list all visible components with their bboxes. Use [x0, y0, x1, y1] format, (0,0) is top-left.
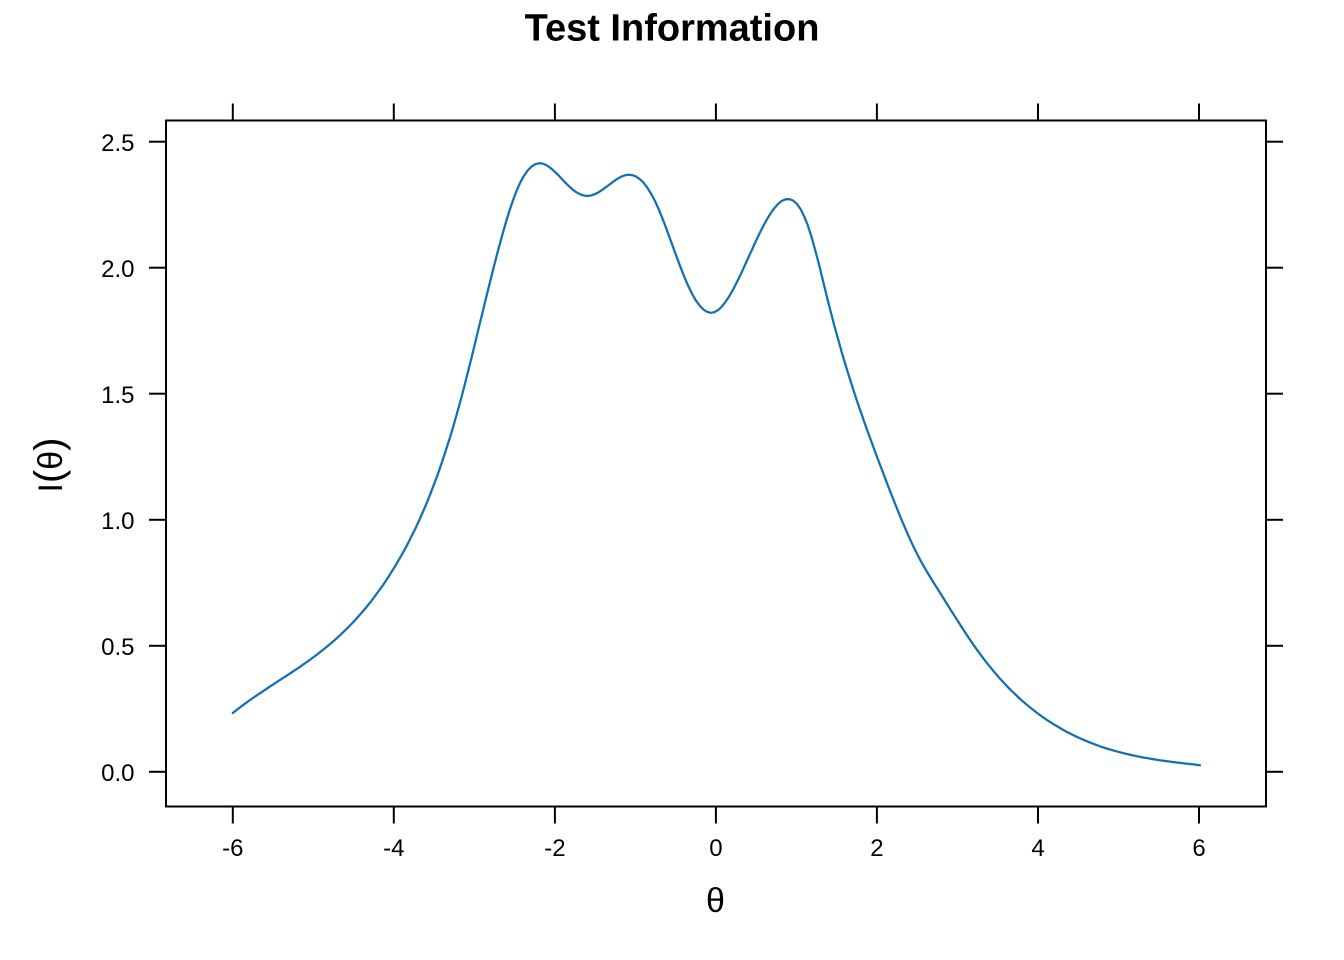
svg-text:0.0: 0.0 — [101, 760, 134, 787]
svg-text:4: 4 — [1031, 835, 1044, 862]
svg-text:0: 0 — [709, 835, 722, 862]
svg-text:2.5: 2.5 — [101, 130, 134, 157]
svg-text:2: 2 — [870, 835, 883, 862]
svg-text:-4: -4 — [383, 835, 404, 862]
svg-text:I(θ): I(θ) — [27, 437, 71, 492]
svg-text:Test Information: Test Information — [525, 8, 820, 50]
svg-text:1.0: 1.0 — [101, 508, 134, 535]
svg-text:2.0: 2.0 — [101, 256, 134, 283]
svg-text:-2: -2 — [544, 835, 565, 862]
svg-text:-6: -6 — [222, 835, 243, 862]
svg-text:6: 6 — [1192, 835, 1205, 862]
svg-text:θ: θ — [706, 882, 725, 920]
svg-text:1.5: 1.5 — [101, 382, 134, 409]
svg-text:0.5: 0.5 — [101, 634, 134, 661]
